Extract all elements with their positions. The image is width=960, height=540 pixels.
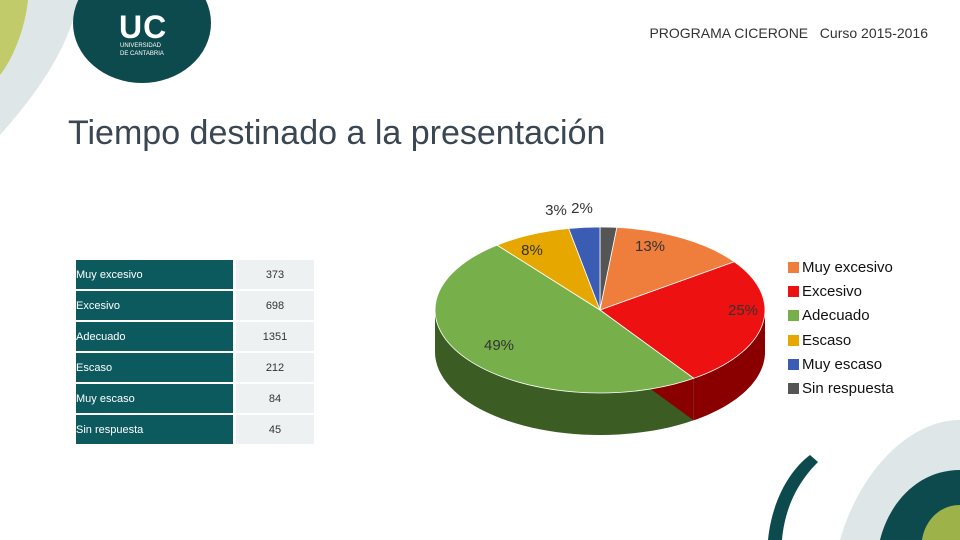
pie-slice-excesivo [599,261,766,379]
table-category: Muy escaso [76,384,233,413]
legend-swatch [788,383,799,395]
table-value: 212 [233,353,314,382]
top-left-swoosh-accent [0,0,28,75]
pie-slice-adecuado [434,244,695,394]
logo-name-line1: UNIVERSIDAD [120,43,162,49]
legend-label: Escaso [802,331,852,349]
pie-chart: 13% 25% 49% 8% 3% 2% [434,200,766,435]
legend-item-sin-respuesta: Sin respuesta [788,376,894,400]
table-value: 373 [233,260,314,289]
pie-slice-muy-excesivo [599,226,736,311]
legend-item-muy-excesivo: Muy excesivo [788,255,894,279]
legend-swatch [788,358,799,370]
table-value: 1351 [233,322,314,351]
table-row: Adecuado 1351 [76,322,314,351]
legend-label: Adecuado [802,307,870,325]
slide-title: Tiempo destinado a la presentación [68,114,606,152]
table-category: Excesivo [76,291,233,320]
program-header: PROGRAMA CICERONE Curso 2015-2016 [649,25,928,41]
legend-swatch [788,310,799,322]
pie-label-adecuado: 49% [484,337,514,354]
pie-label-excesivo: 25% [728,302,758,319]
legend-label: Muy escaso [802,355,883,373]
pie-label-muy-excesivo: 13% [635,238,665,255]
pie-label-escaso: 8% [521,242,543,259]
table-row: Muy excesivo 373 [76,260,314,289]
pie-side-excesivo [693,310,765,421]
chart-legend: Muy excesivo Excesivo Adecuado Escaso Muy es… [788,255,894,401]
table-category: Adecuado [76,322,233,351]
table-row: Escaso 212 [76,353,314,382]
legend-item-adecuado: Adecuado [788,304,894,328]
legend-item-excesivo: Excesivo [788,279,894,303]
bottom-right-swoosh-accent [922,505,960,540]
table-row: Muy escaso 84 [76,384,314,413]
table-value: 698 [233,291,314,320]
table-value: 84 [233,384,314,413]
table-row: Sin respuesta 45 [76,415,314,444]
response-table: Muy excesivo 373 Excesivo 698 Adecuado 1… [76,258,314,446]
legend-label: Excesivo [802,282,863,300]
table-row: Excesivo 698 [76,291,314,320]
table-category: Escaso [76,353,233,382]
legend-label: Sin respuesta [802,380,894,398]
legend-swatch [788,334,799,346]
legend-swatch [788,261,799,273]
legend-item-escaso: Escaso [788,328,894,352]
table-value: 45 [233,415,314,444]
table-category: Muy excesivo [76,260,233,289]
pie-side-adecuado [435,310,694,435]
pie-label-muy-escaso: 3% [545,202,567,219]
legend-label: Muy excesivo [802,258,893,276]
bottom-right-edge [768,455,818,540]
legend-swatch [788,285,799,297]
logo-initials: UC [119,9,168,45]
table-category: Sin respuesta [76,415,233,444]
legend-item-muy-escaso: Muy escaso [788,352,894,376]
logo-name-line2: DE CANTABRIA [120,51,164,57]
pie-slice-muy-escaso [568,226,601,311]
pie-label-sin-respuesta: 2% [571,200,593,217]
